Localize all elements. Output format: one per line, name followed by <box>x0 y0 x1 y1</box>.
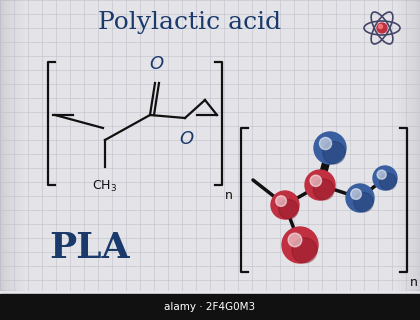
Bar <box>408 0 420 290</box>
Bar <box>412 0 420 290</box>
Bar <box>0 0 18 290</box>
Bar <box>394 0 420 290</box>
Circle shape <box>378 25 383 28</box>
Bar <box>402 0 420 290</box>
Circle shape <box>292 238 317 263</box>
Bar <box>0 0 12 290</box>
Text: O: O <box>149 55 163 73</box>
Bar <box>391 0 420 290</box>
Bar <box>0 0 6 290</box>
Text: PLA: PLA <box>50 231 130 265</box>
Bar <box>418 0 420 290</box>
Bar <box>0 0 24 290</box>
Bar <box>401 0 420 290</box>
Circle shape <box>346 184 374 212</box>
Bar <box>0 0 27 290</box>
Bar <box>404 0 420 290</box>
Bar <box>0 0 19 290</box>
Text: n: n <box>225 189 233 202</box>
Circle shape <box>305 170 335 200</box>
Bar <box>0 0 3 290</box>
Bar <box>396 0 420 290</box>
Circle shape <box>271 191 299 219</box>
Circle shape <box>323 141 345 164</box>
Circle shape <box>351 189 361 199</box>
Bar <box>415 0 420 290</box>
Bar <box>0 0 16 290</box>
Bar <box>0 0 15 290</box>
Circle shape <box>377 170 386 179</box>
Bar <box>405 0 420 290</box>
Circle shape <box>314 132 346 164</box>
Bar <box>0 0 13 290</box>
Bar <box>0 294 420 320</box>
Circle shape <box>380 173 396 190</box>
Circle shape <box>320 138 332 150</box>
Circle shape <box>373 166 397 190</box>
Text: alamy · 2F4G0M3: alamy · 2F4G0M3 <box>165 302 255 312</box>
Bar <box>0 0 26 290</box>
Bar <box>0 0 29 290</box>
Circle shape <box>310 175 321 187</box>
Bar <box>393 0 420 290</box>
Bar <box>410 0 420 290</box>
Circle shape <box>276 196 286 206</box>
Bar <box>407 0 420 290</box>
Bar <box>397 0 420 290</box>
Bar <box>414 0 420 290</box>
Bar <box>0 0 23 290</box>
Circle shape <box>313 179 334 200</box>
Text: CH$_3$: CH$_3$ <box>92 179 118 194</box>
Bar <box>411 0 420 290</box>
Bar <box>0 0 10 290</box>
Circle shape <box>377 23 387 33</box>
Bar <box>0 0 21 290</box>
Circle shape <box>354 192 373 212</box>
Text: O: O <box>179 130 193 148</box>
Circle shape <box>288 233 302 247</box>
Text: n: n <box>410 276 418 289</box>
Circle shape <box>279 199 298 219</box>
Text: Polylactic acid: Polylactic acid <box>98 11 281 34</box>
Bar <box>0 0 9 290</box>
Bar <box>0 0 2 290</box>
Bar <box>399 0 420 290</box>
Bar <box>417 0 420 290</box>
Bar <box>0 0 5 290</box>
Bar <box>0 0 8 290</box>
Circle shape <box>282 227 318 263</box>
